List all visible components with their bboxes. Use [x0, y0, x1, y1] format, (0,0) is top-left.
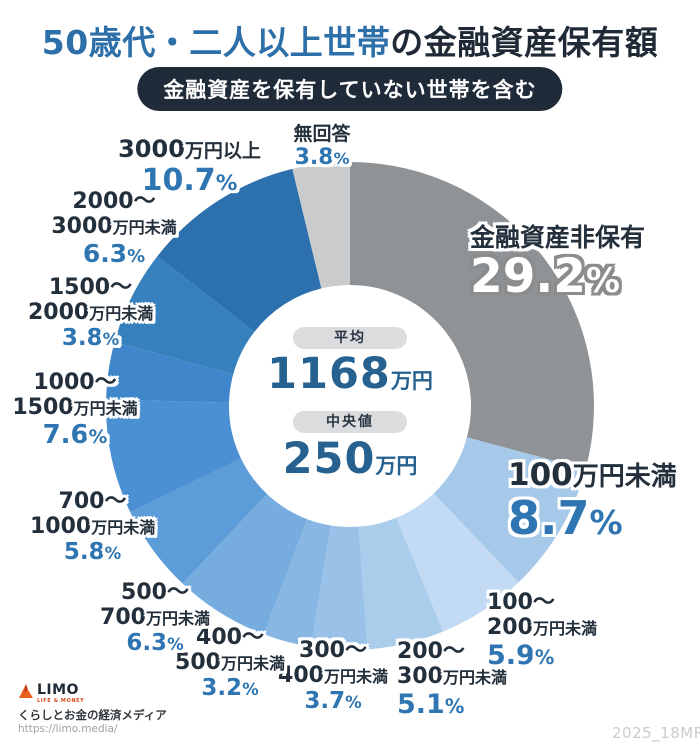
median-pill: 中央値 [293, 411, 407, 433]
donut-segment-1 [433, 437, 586, 583]
donut-segment-9 [106, 342, 234, 403]
donut-segment-0 [350, 162, 594, 470]
footer-tagline: くらしとお金の経済メディア [18, 708, 167, 722]
median-value: 250万円 [240, 434, 460, 484]
brand-subtext: LIFE & MONEY [37, 698, 85, 704]
donut-segment-5 [263, 519, 331, 647]
label-3000-over: 3000万円以上 10.7% [118, 135, 261, 198]
average-pill: 平均 [293, 327, 407, 349]
label-1500-2000: 1500〜 2000万円未満 3.8% [28, 275, 154, 352]
brand-name: LIMO [37, 682, 79, 698]
donut-segment-2 [396, 493, 519, 632]
label-100-200: 100〜 200万円未満 5.9% [487, 590, 597, 672]
label-700-1000: 700〜 1000万円未満 5.8% [30, 489, 156, 566]
label-200-300: 200〜 300万円未満 5.1% [397, 639, 507, 721]
median-number: 250 [282, 434, 376, 484]
reference-code: 2025_18MR [612, 724, 700, 742]
label-1000-1500: 1000〜 1500万円未満 7.6% [12, 370, 138, 451]
limo-flag-icon [19, 684, 33, 698]
donut-segment-3 [358, 517, 444, 650]
label-300-400: 300〜 400万円未満 3.7% [278, 638, 388, 715]
donut-segment-12 [292, 162, 350, 289]
donut-segment-6 [182, 494, 308, 635]
limo-logo: LIMO LIFE & MONEY [18, 683, 84, 704]
donut-segment-10 [114, 256, 255, 375]
average-number: 1168 [267, 349, 391, 399]
average-unit: 万円 [390, 369, 433, 393]
title-highlight: 50歳代・二人以上世帯 [41, 23, 391, 62]
label-no-answer: 無回答 3.8% [293, 123, 351, 171]
subtitle-badge: 金融資産を保有していない世帯を含む [137, 67, 563, 111]
donut-segment-7 [130, 458, 267, 584]
average-value: 1168万円 [240, 349, 460, 399]
page-title: 50歳代・二人以上世帯の金融資産保有額 [0, 16, 700, 64]
label-500-700: 500〜 700万円未満 6.3% [100, 580, 210, 657]
donut-segment-11 [157, 168, 322, 332]
title-rest: の金融資産保有額 [390, 23, 659, 62]
label-under-100: 100万円未満 8.7% [508, 457, 677, 545]
footer-url: https://limo.media/ [18, 723, 118, 735]
label-400-500: 400〜 500万円未満 3.2% [175, 625, 285, 702]
label-2000-3000: 2000〜 3000万円未満 6.3% [51, 189, 177, 269]
median-unit: 万円 [375, 454, 418, 478]
label-no-assets: 金融資産非保有 29.2% [470, 223, 646, 304]
donut-segment-8 [106, 399, 242, 513]
donut-segment-4 [311, 525, 368, 650]
